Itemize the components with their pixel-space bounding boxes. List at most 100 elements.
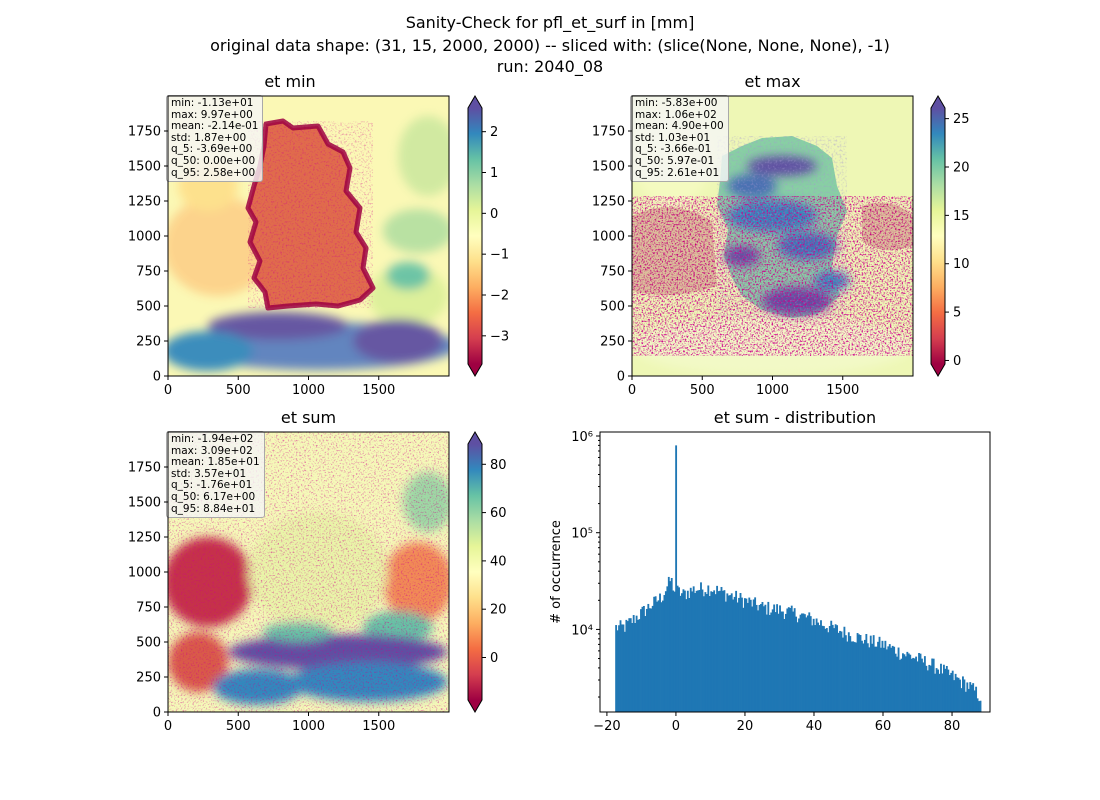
panel-title-et-sum: et sum: [280, 408, 337, 427]
histogram-bar: [825, 628, 828, 712]
histogram-bar: [953, 680, 956, 712]
histogram-bar: [812, 618, 815, 712]
histogram-bar: [754, 597, 757, 712]
histogram-bar: [882, 647, 885, 712]
histogram-bar: [951, 670, 954, 712]
histogram-bar: [752, 599, 755, 712]
y-tick-label: 1250: [128, 195, 161, 210]
histogram-bar: [685, 599, 688, 712]
y-tick-label: 250: [600, 335, 625, 350]
histogram-bar: [950, 672, 953, 712]
histogram-bar: [697, 590, 699, 712]
y-tick-label: 0: [617, 370, 625, 385]
histogram-bar: [921, 658, 923, 712]
histogram-bar: [714, 594, 717, 712]
histogram-bar: [629, 618, 632, 712]
histogram-bar: [808, 612, 811, 712]
histogram-bar: [726, 593, 729, 712]
y-tick-label: 500: [136, 300, 161, 315]
histogram-bar: [638, 619, 641, 712]
y-tick-label: 0: [153, 370, 161, 385]
colorbar-extend-max: [468, 432, 482, 444]
histogram-bar: [839, 630, 841, 712]
histogram-bar: [805, 617, 808, 712]
histogram-bar: [831, 624, 834, 712]
histogram-bar: [623, 631, 626, 712]
colorbar-tick-label: 0: [490, 651, 498, 666]
histogram-bar: [903, 654, 906, 712]
x-tick-label: 500: [226, 719, 251, 734]
histogram-bar: [820, 620, 822, 712]
y-tick-label: 750: [600, 265, 625, 280]
histogram-bar: [947, 669, 950, 712]
histogram-bar: [705, 594, 708, 712]
histogram-bar: [836, 625, 839, 712]
histogram-bar: [937, 669, 939, 712]
histogram-bar: [866, 643, 869, 712]
histogram-bar: [742, 607, 745, 712]
histogram-bar: [719, 590, 721, 712]
histogram-bar: [669, 581, 672, 712]
histogram-bar: [663, 595, 666, 712]
histogram-bar: [868, 647, 871, 712]
histogram-bar: [645, 608, 648, 712]
histogram-bar: [632, 615, 635, 712]
histogram-bar: [818, 625, 821, 712]
histogram-bar: [862, 643, 865, 712]
x-tick-label: 60: [875, 719, 892, 734]
histogram-bar: [749, 599, 752, 712]
histogram-bar: [822, 626, 825, 712]
histogram-bar: [704, 592, 707, 712]
histogram-bar: [940, 663, 942, 712]
colorbar-tick-label: 80: [490, 458, 507, 473]
histogram-bar: [628, 618, 631, 712]
histogram-bar: [707, 585, 710, 712]
histogram-bar: [875, 646, 878, 712]
histogram-bar: [722, 590, 724, 712]
histogram-bar: [849, 636, 852, 712]
y-axis-label: # of occurrence: [549, 520, 564, 624]
histogram-bar: [670, 577, 673, 712]
histogram-bar: [871, 643, 874, 712]
colorbar-tick-label: −1: [490, 248, 509, 263]
histogram-bar: [758, 604, 761, 712]
histogram-bar: [793, 608, 796, 712]
histogram-bar: [688, 597, 691, 712]
histogram-bar: [915, 656, 918, 712]
stat-line: min: -1.94e+02: [171, 433, 254, 445]
panel-title-et-min: et min: [264, 72, 316, 91]
histogram-bar: [979, 700, 982, 712]
histogram-bar: [945, 665, 948, 712]
histogram-bar: [972, 683, 975, 712]
histogram-bar: [843, 626, 846, 712]
histogram-bar: [913, 658, 916, 712]
histogram-bar: [730, 593, 733, 712]
histogram-bar: [689, 587, 692, 712]
colorbar-tick-label: −3: [490, 329, 509, 344]
histogram-bar: [844, 635, 847, 712]
histogram-bar: [666, 586, 669, 712]
histogram-bar: [748, 597, 751, 712]
histogram-bar: [888, 644, 891, 712]
histogram-bar: [976, 698, 979, 712]
histogram-bar: [814, 625, 817, 712]
colorbar-tick-label: 25: [953, 112, 970, 127]
histogram-bar: [786, 608, 789, 712]
histogram-bar: [811, 625, 814, 712]
histogram-bar: [651, 605, 654, 712]
histogram-bar: [912, 657, 915, 712]
histogram-bar: [691, 591, 694, 712]
histogram-bar: [694, 593, 697, 712]
y-tick-label: 1250: [128, 531, 161, 546]
histogram-bar: [770, 612, 773, 712]
y-tick-label: 1750: [128, 461, 161, 476]
colorbar-tick-label: 0: [490, 207, 498, 222]
histogram-bar: [942, 664, 945, 712]
histogram-bar: [907, 653, 910, 712]
figure-title-line-2: original data shape: (31, 15, 2000, 2000…: [210, 36, 890, 55]
histogram-bar: [828, 626, 831, 712]
histogram-bar: [795, 616, 798, 712]
histogram-bar: [640, 609, 642, 712]
histogram-bar: [790, 605, 793, 712]
